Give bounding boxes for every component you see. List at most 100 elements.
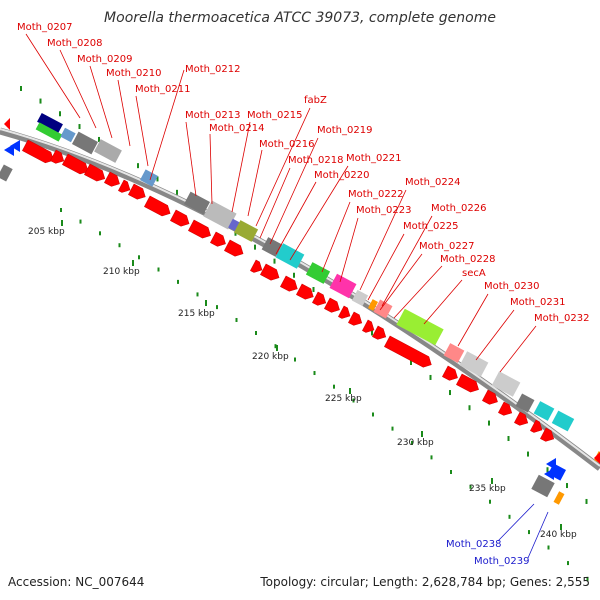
gene-label-moth-0227[interactable]: Moth_0227 [419,241,474,252]
gene-label-moth-0211[interactable]: Moth_0211 [135,84,190,95]
leader-forward [25,33,81,119]
gene-label-moth-0209[interactable]: Moth_0209 [77,54,132,65]
cog-box [373,299,393,319]
scale-tick [276,345,278,351]
leader-forward [381,215,433,307]
gene-label-moth-0224[interactable]: Moth_0224 [405,177,460,188]
gene-label-moth-0213[interactable]: Moth_0213 [185,110,240,121]
gene-label-moth-0207[interactable]: Moth_0207 [17,22,72,33]
cog-box [443,343,465,363]
gc-tick-inner [157,267,160,272]
reverse-labels: Moth_0238 Moth_0239 [446,539,529,567]
gc-tick-outer [98,136,100,142]
gene-label-moth-0220[interactable]: Moth_0220 [314,170,369,181]
leader-forward [247,149,263,217]
gc-tick-inner [489,499,491,504]
scale-tick [560,524,562,530]
gc-tick-inner [138,255,140,260]
gc-tick-outer [59,111,61,117]
scale-ticks [61,220,562,530]
gene-label-moth-0222[interactable]: Moth_0222 [348,189,403,200]
label-leaders [25,33,549,559]
leader-forward [89,65,113,139]
gc-tick-inner [99,231,101,236]
gene-label-moth-0210[interactable]: Moth_0210 [106,68,161,79]
leader-forward [59,49,97,129]
cds-forward [250,259,263,273]
gc-tick-inner [333,384,335,389]
cog-box [233,220,259,242]
cds-reverse [10,140,20,152]
gene-label-moth-0221[interactable]: Moth_0221 [346,153,401,164]
cog-box [368,299,378,311]
cds-forward [84,163,106,182]
cog-box [305,262,331,284]
gene-label-moth-0218[interactable]: Moth_0218 [288,155,343,166]
cds-forward [372,325,387,340]
cds-forward [224,239,244,257]
gc-tick-inner [118,243,121,248]
leader-forward [275,181,317,255]
cog-box [37,112,63,134]
gc-tick-inner [430,455,433,460]
leader-forward [231,121,251,213]
gene-label-moth-0223[interactable]: Moth_0223 [356,205,411,216]
gene-label-moth-0216[interactable]: Moth_0216 [259,139,314,150]
scale-labels: 205 kbp 210 kbp 215 kbp 220 kbp 225 kbp … [28,227,577,540]
gene-label-moth-0239[interactable]: Moth_0239 [474,556,529,567]
scale-tick [132,260,134,266]
scale-label-240: 240 kbp [540,530,577,540]
cog-boxes [0,112,600,505]
leader-forward [117,79,131,147]
gene-label-moth-0208[interactable]: Moth_0208 [47,38,102,49]
cds-forward [22,139,54,164]
leader-forward [269,137,319,245]
cds-forward [210,231,226,247]
cog-box [459,351,489,377]
gene-label-moth-0212[interactable]: Moth_0212 [185,64,240,75]
cds-forward [324,297,340,313]
gc-tick-outer [293,272,295,278]
gene-label-moth-0214[interactable]: Moth_0214 [209,123,264,134]
gene-label-moth-0215[interactable]: Moth_0215 [247,110,302,121]
scale-tick [491,478,493,484]
gc-tick-outer [449,390,451,396]
scale-tick [61,220,63,226]
cds-forward [348,311,363,326]
cds-reverse [548,463,566,481]
cog-box [184,191,210,215]
cog-box [35,122,63,142]
leader-forward [367,233,405,301]
leader-reverse [527,511,549,559]
gene-label-moth-0238[interactable]: Moth_0238 [446,539,501,550]
scale-label-205: 205 kbp [28,227,65,237]
gene-label-moth-0228[interactable]: Moth_0228 [440,254,495,265]
scale-tick [205,300,207,306]
cds-forward [260,263,280,281]
cog-box [551,410,575,432]
cds-forward [338,305,351,319]
gene-label-moth-0226[interactable]: Moth_0226 [431,203,486,214]
gene-label-moth-0219[interactable]: Moth_0219 [317,125,372,136]
gc-tick-inner [547,545,550,550]
cds-forward [442,365,458,381]
gc-tick-inner [352,398,355,403]
scale-tick [421,431,423,437]
reverse-cds-track [4,140,566,481]
gene-label-fabz[interactable]: fabZ [304,95,327,106]
gene-label-seca[interactable]: secA [462,268,486,279]
gc-tick-outer [468,405,471,411]
leader-forward [423,279,463,325]
gene-label-moth-0232[interactable]: Moth_0232 [534,313,589,324]
gc-tick-inner [60,208,62,212]
gc-tick-outer [371,330,373,336]
gc-tick-outer [78,124,81,130]
leader-forward [457,293,489,347]
gene-label-moth-0230[interactable]: Moth_0230 [484,281,539,292]
gene-label-moth-0225[interactable]: Moth_0225 [403,221,458,232]
gc-tick-inner [274,344,277,349]
gc-tick-outer [566,483,568,489]
gene-label-moth-0231[interactable]: Moth_0231 [510,297,565,308]
cds-forward [514,411,529,426]
